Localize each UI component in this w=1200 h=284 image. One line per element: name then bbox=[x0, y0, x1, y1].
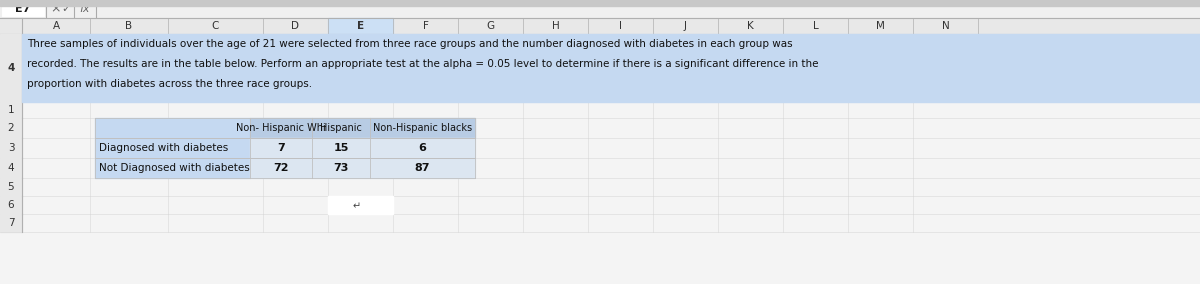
Text: D: D bbox=[292, 21, 300, 31]
Text: ×: × bbox=[50, 3, 61, 16]
Bar bbox=[370, 138, 475, 158]
Text: 5: 5 bbox=[7, 182, 14, 192]
Text: A: A bbox=[53, 21, 60, 31]
Bar bbox=[312, 138, 370, 158]
Text: F: F bbox=[422, 21, 428, 31]
Text: M: M bbox=[876, 21, 884, 31]
Text: ↵: ↵ bbox=[353, 201, 360, 211]
Text: 3: 3 bbox=[7, 143, 14, 153]
Bar bbox=[0, 138, 22, 158]
Text: N: N bbox=[942, 21, 949, 31]
Bar bbox=[0, 102, 22, 118]
Text: I: I bbox=[619, 21, 622, 31]
Text: proportion with diabetes across the three race groups.: proportion with diabetes across the thre… bbox=[28, 79, 312, 89]
Text: 4: 4 bbox=[7, 63, 14, 73]
Bar bbox=[0, 178, 1200, 196]
Text: 2: 2 bbox=[7, 123, 14, 133]
Bar bbox=[0, 34, 22, 102]
Text: Diagnosed with diabetes: Diagnosed with diabetes bbox=[98, 143, 228, 153]
Text: 1: 1 bbox=[7, 105, 14, 115]
Text: 7: 7 bbox=[277, 143, 284, 153]
Text: Three samples of individuals over the age of 21 were selected from three race gr: Three samples of individuals over the ag… bbox=[28, 39, 793, 49]
Bar bbox=[0, 0, 1200, 6]
Bar bbox=[0, 138, 1200, 158]
Text: 6: 6 bbox=[419, 143, 426, 153]
Bar bbox=[328, 196, 394, 214]
Text: L: L bbox=[812, 21, 818, 31]
Text: K: K bbox=[748, 21, 754, 31]
Text: 15: 15 bbox=[334, 143, 349, 153]
Bar bbox=[250, 158, 312, 178]
Bar bbox=[328, 196, 394, 214]
Text: 87: 87 bbox=[415, 163, 431, 173]
Text: C: C bbox=[212, 21, 220, 31]
Text: fx: fx bbox=[79, 4, 89, 14]
Text: G: G bbox=[486, 21, 494, 31]
Text: 7: 7 bbox=[7, 218, 14, 228]
Bar bbox=[312, 158, 370, 178]
Bar bbox=[312, 118, 370, 138]
Bar bbox=[0, 178, 22, 196]
Bar bbox=[0, 196, 1200, 214]
Text: 6: 6 bbox=[7, 200, 14, 210]
Text: J: J bbox=[684, 21, 686, 31]
Bar bbox=[95, 158, 250, 178]
Bar bbox=[0, 158, 1200, 178]
Bar bbox=[250, 138, 312, 158]
Bar bbox=[95, 138, 250, 158]
Text: 73: 73 bbox=[334, 163, 349, 173]
Bar bbox=[0, 196, 22, 214]
Text: E: E bbox=[356, 21, 364, 31]
Text: Non-Hispanic blacks: Non-Hispanic blacks bbox=[373, 123, 472, 133]
Bar bbox=[0, 0, 1200, 18]
Bar bbox=[22, 34, 1200, 102]
Text: Non- Hispanic Whi: Non- Hispanic Whi bbox=[236, 123, 326, 133]
Bar bbox=[250, 118, 312, 138]
Bar bbox=[0, 18, 1200, 34]
Bar bbox=[0, 34, 1200, 102]
Bar bbox=[2, 2, 44, 16]
Text: Hispanic: Hispanic bbox=[320, 123, 362, 133]
Text: recorded. The results are in the table below. Perform an appropriate test at the: recorded. The results are in the table b… bbox=[28, 59, 818, 69]
Text: 4: 4 bbox=[7, 163, 14, 173]
Bar bbox=[0, 214, 22, 232]
Text: Not Diagnosed with diabetes: Not Diagnosed with diabetes bbox=[98, 163, 250, 173]
Text: H: H bbox=[552, 21, 559, 31]
Text: B: B bbox=[126, 21, 132, 31]
Text: ✓: ✓ bbox=[61, 4, 71, 14]
Bar bbox=[0, 118, 1200, 138]
Text: E7: E7 bbox=[16, 4, 31, 14]
Bar bbox=[95, 118, 250, 138]
Bar bbox=[0, 18, 22, 34]
Bar bbox=[0, 102, 1200, 118]
Bar bbox=[0, 214, 1200, 232]
Bar bbox=[0, 118, 22, 138]
Bar bbox=[370, 118, 475, 138]
Bar bbox=[328, 18, 394, 34]
Bar bbox=[0, 158, 22, 178]
Text: 72: 72 bbox=[274, 163, 289, 173]
Bar bbox=[370, 158, 475, 178]
